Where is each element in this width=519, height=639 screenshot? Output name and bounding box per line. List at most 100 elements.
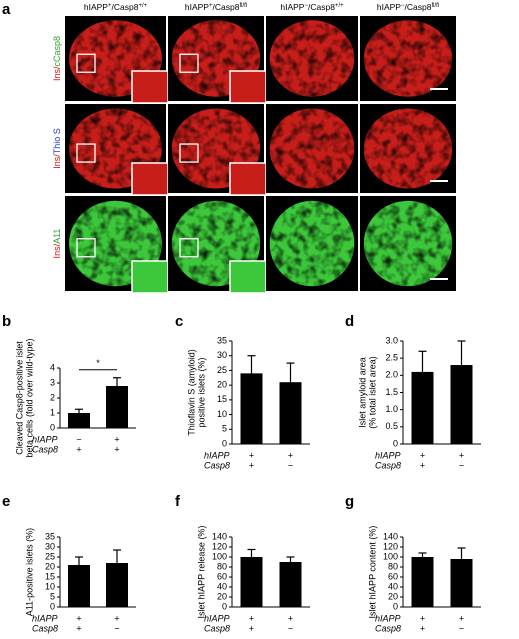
condition-sign: + bbox=[459, 450, 464, 460]
row-label: Ins/A11 bbox=[52, 229, 62, 259]
condition-sign: − bbox=[288, 460, 293, 470]
condition-name: Casp8 bbox=[204, 460, 230, 470]
condition-name: hIAPP bbox=[375, 613, 401, 623]
y-tick-label: 60 bbox=[217, 571, 227, 581]
panel-label: f bbox=[175, 493, 181, 510]
header-text: hIAPP bbox=[280, 2, 304, 12]
y-tick-label: 100 bbox=[212, 551, 227, 561]
superscript: − bbox=[304, 3, 308, 9]
y-axis-label: Thioflavin S (amyloid) bbox=[186, 349, 196, 436]
inset-zoom bbox=[229, 162, 267, 196]
header-text: /Casp8 bbox=[213, 2, 240, 12]
condition-name: hIAPP bbox=[204, 450, 230, 460]
y-tick-label: 35 bbox=[45, 531, 55, 541]
condition-sign: + bbox=[249, 460, 254, 470]
condition-sign: − bbox=[459, 460, 464, 470]
column-header: hIAPP+/Casp8+/+ bbox=[84, 2, 148, 12]
inset-box bbox=[76, 53, 96, 73]
condition-sign: + bbox=[76, 444, 81, 454]
y-tick-label: 10 bbox=[217, 409, 227, 419]
panel-label: a bbox=[2, 1, 11, 18]
y-tick-label: 140 bbox=[212, 531, 227, 541]
y-tick-label: 120 bbox=[212, 541, 227, 551]
y-tick-label: 40 bbox=[217, 581, 227, 591]
islet-texture bbox=[363, 20, 453, 97]
islet-texture bbox=[269, 20, 355, 97]
superscript: fl/fl bbox=[431, 3, 439, 9]
y-tick-label: 15 bbox=[45, 571, 55, 581]
superscript: + bbox=[209, 3, 213, 9]
condition-name: Casp8 bbox=[32, 444, 58, 454]
condition-name: Casp8 bbox=[32, 623, 58, 633]
header-text: /Casp8 bbox=[308, 2, 335, 12]
y-tick-label: 10 bbox=[45, 581, 55, 591]
condition-sign: + bbox=[76, 613, 81, 623]
y-tick-label: 120 bbox=[383, 541, 398, 551]
superscript: +/+ bbox=[335, 3, 344, 9]
y-tick-label: 80 bbox=[388, 561, 398, 571]
header-text: /Casp8 bbox=[112, 2, 139, 12]
bar bbox=[279, 562, 302, 607]
row-label: Ins/cCasp8 bbox=[52, 36, 62, 81]
row-label-part: Thio S bbox=[52, 128, 62, 154]
condition-sign: + bbox=[420, 450, 425, 460]
condition-sign: + bbox=[420, 460, 425, 470]
condition-name: Casp8 bbox=[375, 623, 401, 633]
bar bbox=[450, 559, 473, 607]
inset-box bbox=[179, 238, 199, 258]
row-label-part: Ins/ bbox=[52, 154, 62, 169]
bar bbox=[279, 382, 302, 444]
islet-texture bbox=[363, 200, 453, 287]
inset-box bbox=[179, 53, 199, 73]
y-tick-label: 2.0 bbox=[385, 370, 398, 380]
y-tick-label: 2 bbox=[50, 392, 55, 402]
bar bbox=[411, 557, 434, 607]
bar bbox=[68, 413, 90, 428]
panel-label: e bbox=[2, 493, 10, 510]
y-tick-label: 25 bbox=[217, 365, 227, 375]
y-axis-label: Cleaved Casp8-positive islet bbox=[14, 341, 24, 455]
inset-zoom bbox=[131, 162, 169, 196]
y-tick-label: 40 bbox=[388, 581, 398, 591]
bar bbox=[411, 371, 434, 444]
bar bbox=[240, 373, 263, 444]
y-tick-label: 25 bbox=[45, 551, 55, 561]
bar bbox=[106, 563, 128, 607]
condition-sign: + bbox=[114, 613, 119, 623]
y-tick-label: 35 bbox=[217, 335, 227, 345]
condition-sign: − bbox=[288, 623, 293, 633]
condition-sign: + bbox=[459, 613, 464, 623]
header-text: hIAPP bbox=[185, 2, 209, 12]
y-tick-label: 2.5 bbox=[385, 353, 398, 363]
row-label-part: cCasp8 bbox=[52, 36, 62, 67]
y-tick-label: 1.5 bbox=[385, 387, 398, 397]
y-tick-label: 0 bbox=[393, 438, 398, 448]
condition-sign: + bbox=[249, 450, 254, 460]
condition-name: Casp8 bbox=[204, 623, 230, 633]
y-axis-label: Islet hIAPP release (%) bbox=[196, 526, 206, 619]
y-tick-label: 20 bbox=[388, 591, 398, 601]
superscript: fl/fl bbox=[239, 3, 247, 9]
y-tick-label: 30 bbox=[45, 541, 55, 551]
y-tick-label: 0 bbox=[222, 438, 227, 448]
condition-sign: + bbox=[114, 444, 119, 454]
y-tick-label: 5 bbox=[50, 591, 55, 601]
y-tick-label: 20 bbox=[45, 561, 55, 571]
inset-box bbox=[76, 143, 96, 163]
column-header: hIAPP−/Casp8fl/fl bbox=[377, 2, 439, 12]
superscript: − bbox=[401, 3, 405, 9]
y-tick-label: 0 bbox=[50, 601, 55, 611]
condition-sign: + bbox=[288, 613, 293, 623]
y-axis-label: beta cells (fold over wild-type) bbox=[24, 338, 34, 457]
inset-zoom bbox=[229, 70, 267, 104]
condition-name: hIAPP bbox=[204, 613, 230, 623]
y-tick-label: 0 bbox=[50, 422, 55, 432]
header-text: /Casp8 bbox=[405, 2, 432, 12]
y-tick-label: 0.5 bbox=[385, 421, 398, 431]
bar bbox=[240, 557, 263, 607]
bar bbox=[450, 365, 473, 444]
bar bbox=[68, 565, 90, 607]
significance-mark: * bbox=[96, 358, 100, 368]
bar bbox=[106, 386, 128, 428]
